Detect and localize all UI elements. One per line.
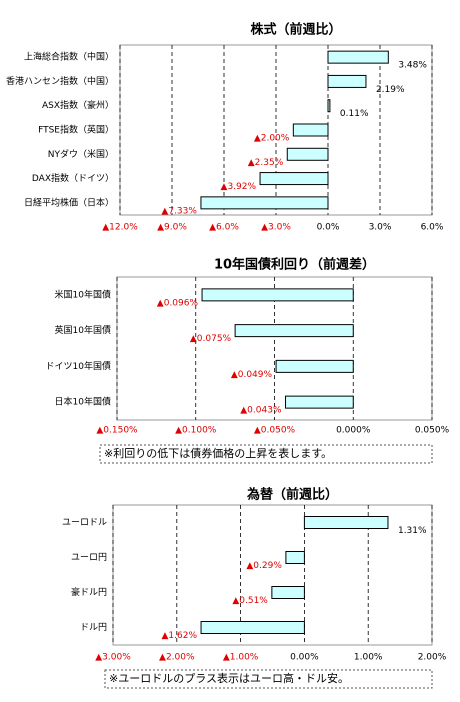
category-label: DAX指数（ドイツ）	[32, 172, 114, 184]
category-label: 豪ドル円	[71, 586, 107, 598]
x-tick-label: 0.0%	[317, 223, 340, 233]
note-box	[99, 444, 433, 464]
value-label: ▲1.62%	[162, 631, 198, 641]
value-label: ▲0.096%	[157, 298, 199, 308]
x-tick-label: 6.0%	[421, 223, 444, 233]
x-tick-label: ▲0.100%	[175, 426, 217, 436]
note-box	[104, 669, 433, 689]
x-tick-label: ▲1.00%	[223, 653, 259, 663]
x-tick-label: 0.00%	[290, 653, 319, 663]
category-label: ユーロドル	[62, 518, 107, 528]
category-label: NYダウ（米国）	[48, 148, 114, 160]
bar	[201, 288, 354, 302]
value-label: ▲0.043%	[240, 406, 282, 416]
x-tick-label: ▲3.00%	[95, 653, 131, 663]
bar	[286, 147, 329, 161]
bar	[275, 359, 354, 373]
x-tick-label: ▲9.0%	[157, 223, 187, 233]
x-tick-label: 0.000%	[336, 426, 371, 436]
x-tick-label: ▲12.0%	[102, 223, 138, 233]
value-label: ▲3.92%	[221, 182, 257, 192]
x-tick-label: ▲0.150%	[96, 426, 138, 436]
chart-title: 10年国債利回り（前週差）	[214, 257, 375, 273]
x-tick-label: 0.050%	[415, 426, 450, 436]
x-tick-label: ▲6.0%	[209, 223, 239, 233]
value-label: ▲0.29%	[246, 561, 282, 571]
x-tick-label: ▲3.0%	[261, 223, 291, 233]
category-label: ASX指数（豪州）	[42, 99, 114, 111]
x-tick-label: 2.00%	[418, 653, 447, 663]
bar	[259, 172, 329, 186]
bar	[271, 586, 305, 599]
chart-title: 為替（前週比）	[247, 487, 338, 503]
value-label: ▲2.00%	[254, 134, 290, 144]
value-label: ▲0.51%	[232, 596, 268, 606]
category-label: 上海総合指数（中国）	[24, 51, 114, 63]
bar	[303, 516, 389, 529]
value-label: 3.48%	[398, 61, 427, 71]
x-tick-label: 3.0%	[369, 223, 392, 233]
x-tick-label: ▲2.00%	[159, 653, 195, 663]
category-label: 日本10年国債	[55, 396, 111, 408]
x-tick-label: ▲0.050%	[254, 426, 296, 436]
value-label: ▲0.049%	[231, 370, 273, 380]
category-label: 日経平均株価（日本）	[24, 196, 114, 208]
category-label: ドイツ10年国債	[46, 360, 111, 372]
bar	[285, 395, 354, 409]
category-label: 英国10年国債	[55, 324, 111, 336]
value-label: 1.31%	[398, 526, 427, 536]
value-label: 0.11%	[340, 109, 369, 119]
bar	[200, 621, 305, 634]
bar	[292, 123, 329, 137]
value-label: ▲0.075%	[190, 334, 232, 344]
bar	[200, 196, 329, 210]
bar	[285, 551, 305, 564]
note: ※ユーロドルのプラス表示はユーロ高・ドル安。	[109, 671, 349, 685]
value-label: 2.19%	[376, 85, 405, 95]
category-label: FTSE指数（英国）	[38, 124, 114, 136]
chart-title: 株式（前週比）	[250, 22, 341, 38]
category-label: ユーロ円	[71, 552, 107, 563]
category-label: 米国10年国債	[55, 288, 111, 300]
note: ※利回りの低下は債券価格の上昇を表します。	[104, 446, 332, 460]
bar	[327, 99, 331, 113]
bar	[234, 324, 354, 338]
bar	[327, 50, 389, 64]
category-label: 香港ハンセン指数（中国）	[6, 75, 114, 87]
category-label: ドル円	[80, 622, 107, 633]
value-label: ▲7.33%	[161, 206, 197, 216]
value-label: ▲2.35%	[248, 158, 284, 168]
bar	[327, 74, 367, 88]
x-tick-label: 1.00%	[354, 653, 383, 663]
